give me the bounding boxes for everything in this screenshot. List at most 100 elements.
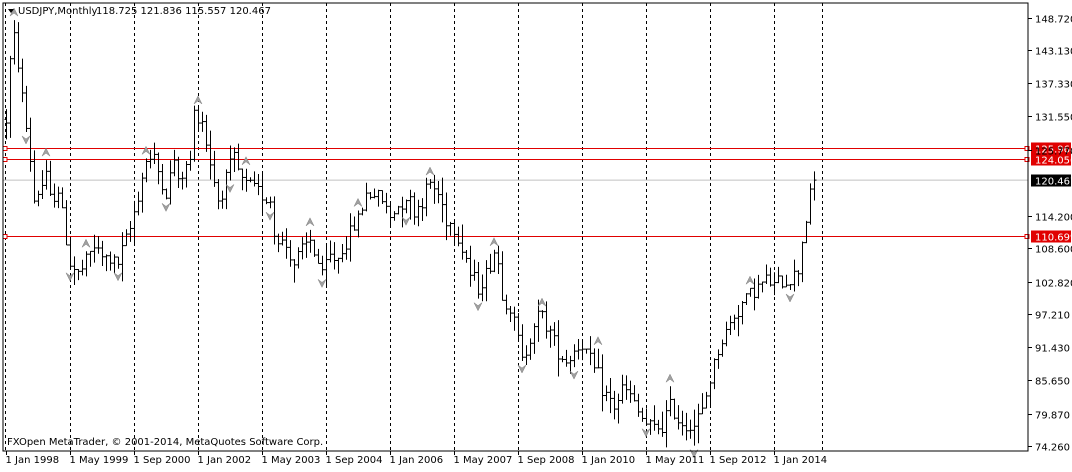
- fractal-down-arrow-icon: [65, 272, 75, 282]
- ohlc-bar: [772, 272, 777, 296]
- ohlc-bar: [60, 187, 65, 209]
- ohlc-bar: [188, 150, 193, 171]
- ohlc-bar: [480, 274, 485, 302]
- ohlc-bar: [764, 264, 769, 285]
- ohlc-bar: [104, 254, 109, 272]
- ohlc-bar: [360, 207, 365, 216]
- x-tick-label: 1 Sep 2012: [710, 455, 767, 466]
- ohlc-bar: [592, 348, 597, 373]
- ohlc-bar: [780, 275, 785, 289]
- ohlc-bar: [476, 262, 481, 299]
- ohlc-bar: [636, 393, 641, 417]
- level-price-label: 125.964: [1035, 145, 1072, 156]
- ohlc-bar: [12, 20, 17, 65]
- fractal-down-arrow-icon: [161, 203, 171, 212]
- ohlc-bar: [768, 267, 773, 287]
- level-handle-left: [2, 157, 8, 162]
- ohlc-bar: [156, 152, 161, 185]
- ohlc-bar: [688, 419, 693, 439]
- ohlc-bar: [560, 356, 565, 363]
- ohlc-bar: [96, 236, 101, 254]
- chart-header: USDJPY,Monthly 118.725 121.836 115.557 1…: [8, 6, 271, 17]
- ohlc-bar: [228, 145, 233, 181]
- ohlc-bar: [604, 385, 609, 402]
- ohlc-bar: [700, 393, 705, 415]
- ohlc-bar: [176, 156, 181, 189]
- ohlc-bar: [432, 174, 437, 204]
- level-handle-right: [1024, 157, 1030, 162]
- ohlc-bar: [812, 171, 817, 201]
- y-tick-label: 74.260: [1035, 443, 1070, 454]
- x-tick-label: 1 Sep 2008: [518, 455, 575, 466]
- fractal-up-arrow-icon: [665, 373, 675, 383]
- ohlc-bar: [324, 244, 329, 287]
- ohlc-bar: [504, 294, 509, 315]
- copyright-watermark: FXOpen MetaTrader, © 2001-2014, MetaQuot…: [7, 437, 323, 448]
- ohlc-bar: [564, 349, 569, 367]
- ohlc-bar: [552, 322, 557, 346]
- ohlc-bar: [112, 254, 117, 273]
- ohlc-bar: [328, 240, 333, 263]
- ohlc-bar: [380, 190, 385, 204]
- current-price-tag: [1031, 174, 1071, 187]
- x-tick-label: 1 Sep 2000: [134, 455, 191, 466]
- ohlc-bar: [300, 237, 305, 260]
- ohlc-bar: [464, 249, 469, 263]
- ohlc-bar: [80, 259, 85, 276]
- time-axis[interactable]: 1 Jan 1998 1 May 1999 1 Sep 2000 1 Jan 2002…: [6, 451, 828, 466]
- ohlc-bar: [588, 336, 593, 366]
- ohlc-bar: [676, 405, 681, 430]
- ohlc-bar: [252, 171, 257, 187]
- x-tick-label: 1 Jan 2014: [774, 455, 828, 466]
- fractal-down-arrow-icon: [641, 428, 651, 438]
- ohlc-bar: [472, 259, 477, 281]
- ohlc-bar: [664, 400, 669, 448]
- ohlc-bar: [684, 412, 689, 441]
- ohlc-bar: [492, 249, 497, 273]
- x-tick-label: 1 Jan 2010: [582, 455, 636, 466]
- ohlc-bar: [124, 229, 129, 247]
- ohlc-bar: [148, 149, 153, 169]
- ohlc-bar: [32, 150, 37, 204]
- ohlc-bar: [388, 203, 393, 227]
- price-axis[interactable]: 148.720 143.130 137.330 131.550 125.770 114.2…: [1028, 15, 1072, 454]
- ohlc-bar: [648, 418, 653, 435]
- fractal-down-arrow-icon: [569, 370, 579, 380]
- ohlc-bar: [500, 251, 505, 301]
- ohlc-bar: [456, 226, 461, 247]
- ohlc-bar: [288, 240, 293, 267]
- fractal-down-arrow-icon: [785, 293, 795, 303]
- ohlc-bar: [120, 232, 125, 282]
- ohlc-bar: [28, 117, 33, 172]
- ohlc-bar: [600, 354, 605, 412]
- fractal-down-arrow-icon: [517, 364, 527, 374]
- fractal-up-arrow-icon: [745, 275, 755, 285]
- ohlc-bar: [76, 269, 81, 281]
- ohlc-bar: [48, 160, 53, 196]
- symbol-label: USDJPY,Monthly: [18, 6, 98, 17]
- ohlc-bar: [224, 169, 229, 210]
- ohlc-bar: [392, 211, 397, 221]
- ohlc-bar: [260, 172, 265, 215]
- ohlc-bar: [180, 171, 185, 190]
- ohlc-bar: [312, 239, 317, 257]
- dropdown-triangle-icon[interactable]: [8, 9, 14, 13]
- ohlc-bar: [128, 221, 133, 242]
- ohlc-bar: [624, 375, 629, 400]
- ohlc-bar: [416, 199, 421, 227]
- ohlc-bar: [384, 192, 389, 214]
- ohlc-bar: [436, 180, 441, 204]
- ohlc-bar: [784, 274, 789, 288]
- ohlc-bar: [644, 408, 649, 425]
- fractal-up-arrow-icon: [305, 217, 315, 227]
- ohlc-bar: [192, 105, 197, 162]
- ohlc-bar: [84, 251, 89, 277]
- x-tick-label: 1 Sep 2004: [326, 455, 383, 466]
- ohlc-bar: [36, 190, 41, 207]
- ohlc-bar: [524, 345, 529, 365]
- ohlc-bar: [8, 55, 13, 138]
- ohlc-bar: [544, 301, 549, 339]
